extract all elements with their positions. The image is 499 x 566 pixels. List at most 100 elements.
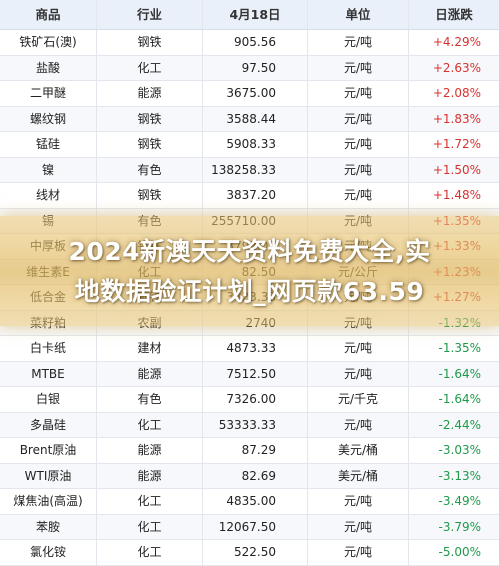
cell-change: +1.48%: [432, 188, 481, 202]
table-row[interactable]: 线材 钢铁 3837.20 元/吨 +1.48%: [0, 183, 499, 209]
cell-price: 3837.20: [203, 183, 308, 208]
watermark-text-line2: 地数据验证计划_网页款63.59: [74, 277, 425, 306]
cell-unit: 元/吨: [308, 336, 409, 361]
cell-unit: 元/吨: [308, 361, 409, 386]
cell-commodity: 多晶硅: [0, 412, 97, 437]
table-header-row: 商品 行业 4月18日 单位 日涨跌: [0, 0, 499, 30]
cell-unit: 元/吨: [308, 157, 409, 182]
watermark-banner: [0, 216, 499, 326]
cell-commodity: 镍: [0, 157, 97, 182]
cell-change: -1.35%: [438, 341, 481, 355]
header-unit[interactable]: 单位: [308, 0, 409, 29]
cell-price: 5908.33: [203, 132, 308, 157]
cell-price: 522.50: [203, 540, 308, 565]
cell-change: -3.03%: [438, 443, 481, 457]
cell-industry: 化工: [97, 514, 203, 539]
cell-change: +1.72%: [432, 137, 481, 151]
table-row[interactable]: WTI原油 能源 82.69 美元/桶 -3.13%: [0, 463, 499, 489]
cell-industry: 钢铁: [97, 183, 203, 208]
cell-industry: 能源: [97, 361, 203, 386]
cell-change: -5.00%: [438, 545, 481, 559]
cell-unit: 元/吨: [308, 412, 409, 437]
cell-price: 138258.33: [203, 157, 308, 182]
cell-commodity: MTBE: [0, 361, 97, 386]
cell-unit: 元/吨: [308, 132, 409, 157]
cell-price: 12067.50: [203, 514, 308, 539]
cell-price: 97.50: [203, 55, 308, 80]
table-row[interactable]: 锰硅 钢铁 5908.33 元/吨 +1.72%: [0, 132, 499, 158]
table-row[interactable]: 苯胺 化工 12067.50 元/吨 -3.79%: [0, 514, 499, 540]
table-row[interactable]: 螺纹钢 钢铁 3588.44 元/吨 +1.83%: [0, 106, 499, 132]
cell-commodity: 白银: [0, 387, 97, 412]
table-row[interactable]: 白卡纸 建材 4873.33 元/吨 -1.35%: [0, 336, 499, 362]
cell-commodity: Brent原油: [0, 438, 97, 463]
cell-industry: 钢铁: [97, 106, 203, 131]
cell-unit: 元/吨: [308, 183, 409, 208]
cell-industry: 有色: [97, 387, 203, 412]
cell-industry: 化工: [97, 412, 203, 437]
table-row[interactable]: 氯化铵 化工 522.50 元/吨 -5.00%: [0, 540, 499, 566]
header-industry[interactable]: 行业: [97, 0, 203, 29]
cell-industry: 钢铁: [97, 132, 203, 157]
cell-change: +2.08%: [432, 86, 481, 100]
cell-unit: 美元/桶: [308, 438, 409, 463]
cell-change: -3.13%: [438, 468, 481, 483]
table-row[interactable]: 铁矿石(澳) 钢铁 905.56 元/吨 +4.29%: [0, 30, 499, 56]
cell-commodity: 二甲醚: [0, 81, 97, 106]
cell-industry: 化工: [97, 489, 203, 514]
cell-industry: 化工: [97, 55, 203, 80]
cell-unit: 元/吨: [308, 30, 409, 55]
header-daily-change[interactable]: 日涨跌: [435, 7, 473, 22]
cell-change: -1.64%: [438, 392, 481, 406]
cell-industry: 能源: [97, 438, 203, 463]
cell-commodity: 线材: [0, 183, 97, 208]
cell-price: 82.69: [203, 463, 308, 488]
table-row[interactable]: MTBE 能源 7512.50 元/吨 -1.64%: [0, 361, 499, 387]
cell-price: 4835.00: [203, 489, 308, 514]
cell-commodity: 苯胺: [0, 514, 97, 539]
cell-industry: 能源: [97, 81, 203, 106]
cell-unit: 元/吨: [308, 81, 409, 106]
cell-industry: 化工: [97, 540, 203, 565]
cell-commodity: 螺纹钢: [0, 106, 97, 131]
cell-industry: 建材: [97, 336, 203, 361]
cell-price: 3675.00: [203, 81, 308, 106]
cell-change: +2.63%: [432, 60, 481, 75]
cell-industry: 有色: [97, 157, 203, 182]
cell-industry: 钢铁: [97, 30, 203, 55]
cell-unit: 元/千克: [308, 387, 409, 412]
table-row[interactable]: 煤焦油(高温) 化工 4835.00 元/吨 -3.49%: [0, 489, 499, 515]
cell-commodity: 白卡纸: [0, 336, 97, 361]
cell-change: +1.50%: [432, 162, 481, 177]
table-row[interactable]: 多晶硅 化工 53333.33 元/吨 -2.44%: [0, 412, 499, 438]
cell-commodity: 锰硅: [0, 132, 97, 157]
cell-price: 4873.33: [203, 336, 308, 361]
cell-unit: 元/吨: [308, 106, 409, 131]
header-commodity[interactable]: 商品: [0, 0, 97, 29]
cell-unit: 元/吨: [308, 540, 409, 565]
cell-change: -1.64%: [438, 366, 481, 381]
cell-industry: 能源: [97, 463, 203, 488]
table-row[interactable]: 盐酸 化工 97.50 元/吨 +2.63%: [0, 55, 499, 81]
cell-unit: 元/吨: [308, 514, 409, 539]
cell-commodity: 氯化铵: [0, 540, 97, 565]
cell-price: 905.56: [203, 30, 308, 55]
cell-price: 7512.50: [203, 361, 308, 386]
cell-unit: 美元/桶: [308, 463, 409, 488]
cell-commodity: 铁矿石(澳): [0, 30, 97, 55]
cell-commodity: 煤焦油(高温): [0, 489, 97, 514]
cell-price: 53333.33: [203, 412, 308, 437]
table-row[interactable]: 白银 有色 7326.00 元/千克 -1.64%: [0, 387, 499, 413]
watermark-text-line1: 2024新澳天天资料免费大全,实: [68, 237, 431, 266]
table-row[interactable]: 二甲醚 能源 3675.00 元/吨 +2.08%: [0, 81, 499, 107]
cell-unit: 元/吨: [308, 489, 409, 514]
cell-price: 87.29: [203, 438, 308, 463]
cell-change: +4.29%: [432, 35, 481, 49]
cell-change: -2.44%: [438, 417, 481, 432]
header-date-price[interactable]: 4月18日: [203, 0, 308, 29]
cell-price: 7326.00: [203, 387, 308, 412]
table-row[interactable]: Brent原油 能源 87.29 美元/桶 -3.03%: [0, 438, 499, 464]
table-row[interactable]: 镍有色 138258.33 元/吨 +1.50%: [0, 157, 499, 183]
cell-price: 3588.44: [203, 106, 308, 131]
cell-change: -3.79%: [438, 519, 481, 534]
